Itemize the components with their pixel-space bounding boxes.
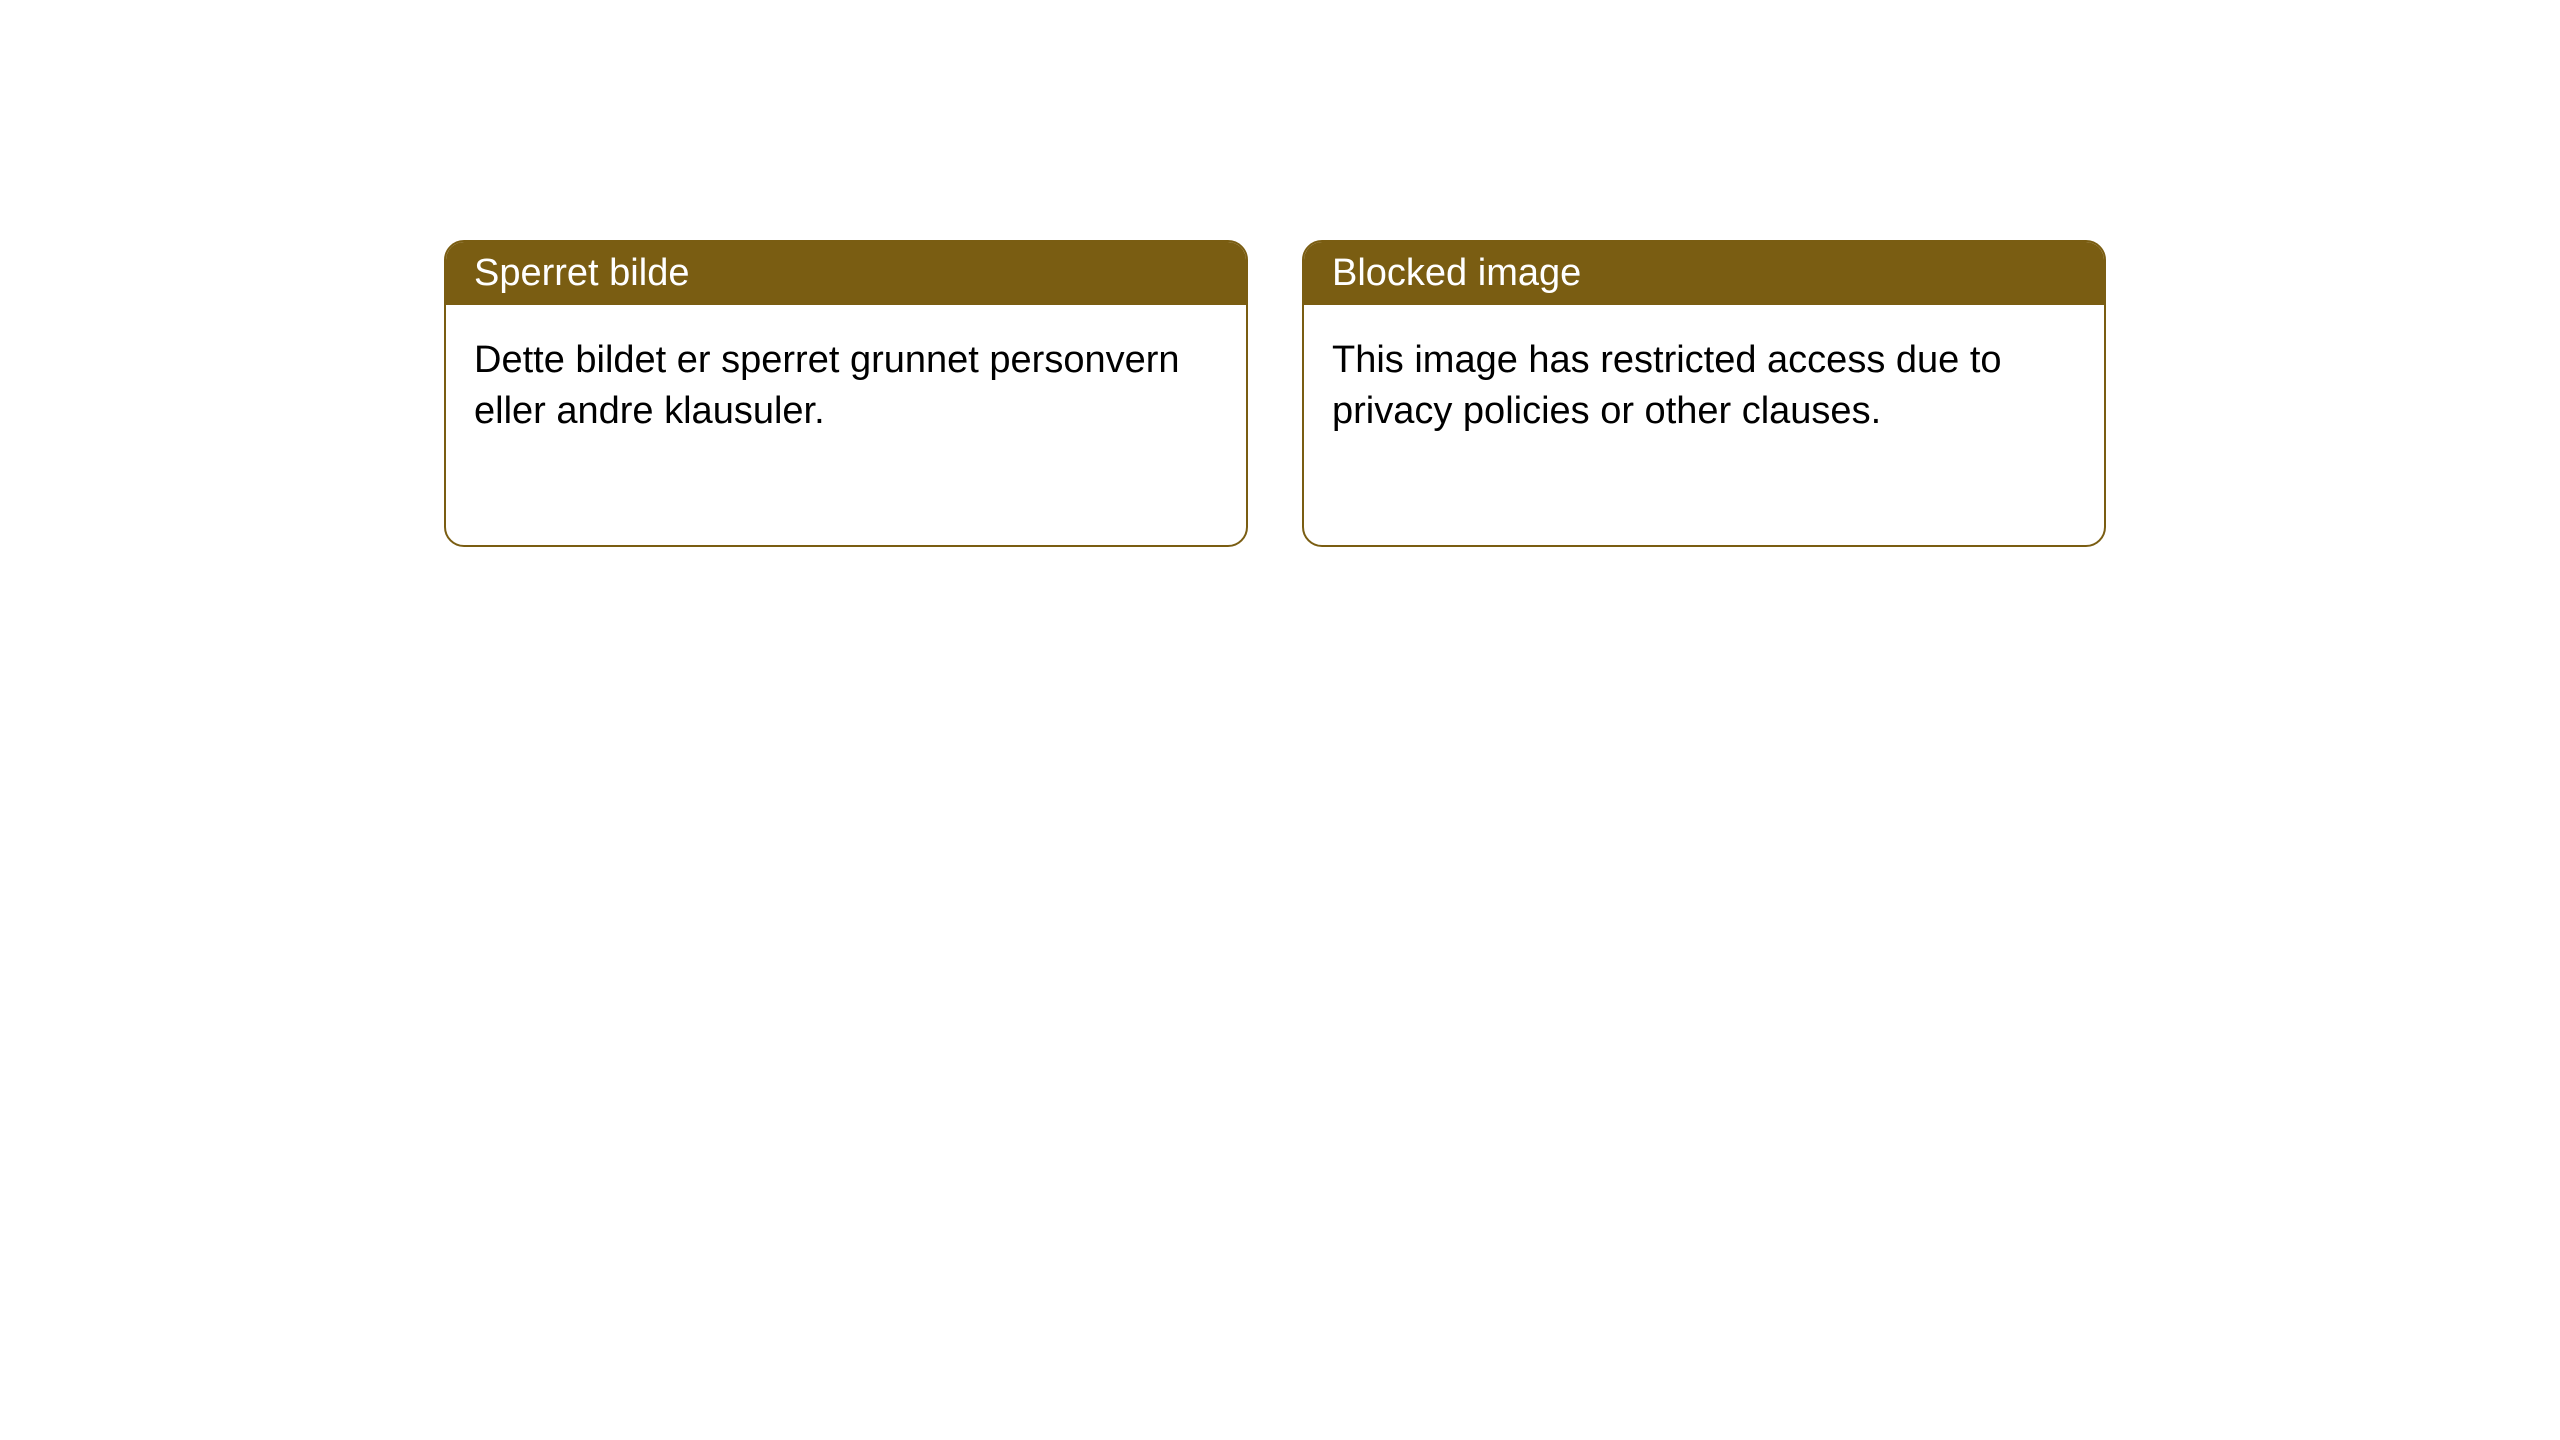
card-header: Sperret bilde [446, 242, 1246, 305]
card-body: This image has restricted access due to … [1304, 305, 2104, 545]
card-header: Blocked image [1304, 242, 2104, 305]
card-body: Dette bildet er sperret grunnet personve… [446, 305, 1246, 545]
card-title: Sperret bilde [474, 252, 689, 294]
card-title: Blocked image [1332, 252, 1581, 294]
notice-card-english: Blocked image This image has restricted … [1302, 240, 2106, 547]
notice-card-container: Sperret bilde Dette bildet er sperret gr… [0, 0, 2560, 547]
notice-card-norwegian: Sperret bilde Dette bildet er sperret gr… [444, 240, 1248, 547]
card-body-text: Dette bildet er sperret grunnet personve… [474, 339, 1180, 432]
card-body-text: This image has restricted access due to … [1332, 339, 2002, 432]
